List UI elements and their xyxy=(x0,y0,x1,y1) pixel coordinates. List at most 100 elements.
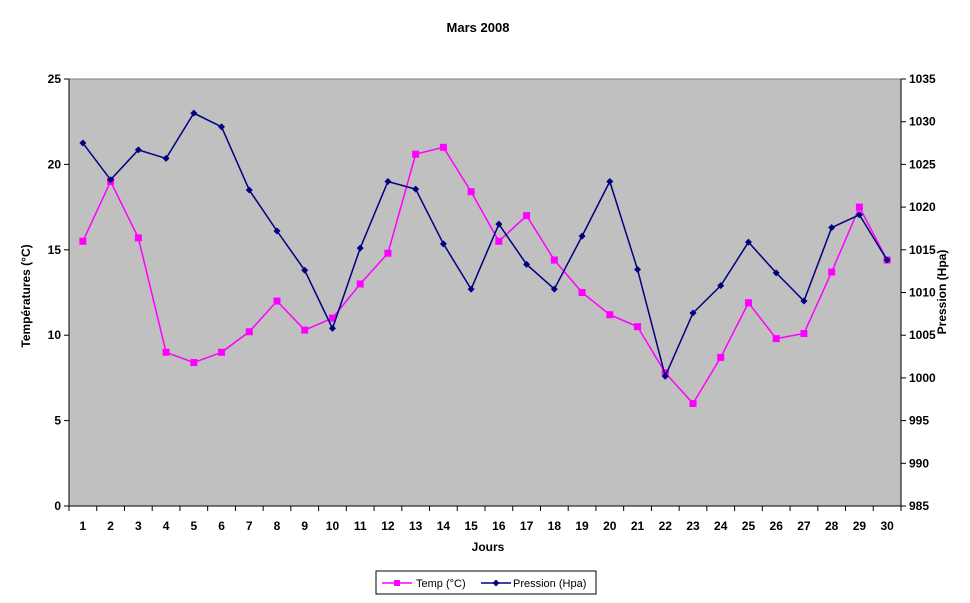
x-tick-label: 30 xyxy=(880,519,894,533)
pression-point xyxy=(689,309,697,317)
pression-point xyxy=(412,185,420,193)
x-tick-label: 20 xyxy=(603,519,617,533)
temp-point xyxy=(744,299,752,307)
x-tick-label: 13 xyxy=(409,519,423,533)
legend-pression-marker xyxy=(492,579,500,587)
x-tick-label: 4 xyxy=(163,519,170,533)
pression-point xyxy=(162,154,170,162)
pression-point xyxy=(273,227,281,235)
pression-point xyxy=(578,232,586,240)
temp-point xyxy=(855,203,863,211)
pression-point xyxy=(79,139,87,147)
pression-point xyxy=(717,282,725,290)
temp-point xyxy=(218,348,226,356)
x-tick-label: 12 xyxy=(381,519,395,533)
temp-point xyxy=(495,237,503,245)
temp-point xyxy=(328,314,336,322)
y-right-tick-label: 995 xyxy=(909,414,929,428)
x-tick-label: 8 xyxy=(274,519,281,533)
series-line-pression xyxy=(82,112,888,379)
pression-point xyxy=(606,177,614,185)
x-tick-label: 21 xyxy=(631,519,645,533)
pression-point xyxy=(772,269,780,277)
pression-point xyxy=(523,260,531,268)
pression-point xyxy=(883,256,891,264)
x-tick-label: 7 xyxy=(246,519,253,533)
plot-area xyxy=(68,78,902,507)
temp-point xyxy=(689,400,697,408)
pression-point xyxy=(550,285,558,293)
x-tick-label: 27 xyxy=(797,519,811,533)
temp-point xyxy=(134,234,142,242)
pression-point xyxy=(828,224,836,232)
x-tick-label: 19 xyxy=(575,519,589,533)
pression-point xyxy=(190,109,198,117)
x-tick-label: 6 xyxy=(218,519,225,533)
x-tick-label: 24 xyxy=(714,519,728,533)
pression-point xyxy=(467,285,475,293)
temp-point xyxy=(717,353,725,361)
y-right-tick-label: 985 xyxy=(909,499,929,513)
temp-point xyxy=(550,256,558,264)
pression-point xyxy=(495,220,503,228)
y-right-tick-label: 1000 xyxy=(909,371,936,385)
temp-point xyxy=(800,329,808,337)
y-right-tick-label: 1020 xyxy=(909,200,936,214)
temp-point xyxy=(578,289,586,296)
y-right-tick-label: 990 xyxy=(909,456,929,470)
x-tick-label: 5 xyxy=(190,519,197,533)
y-right-tick-label: 1005 xyxy=(909,328,936,342)
pression-point xyxy=(301,266,309,274)
pression-point xyxy=(107,176,115,184)
temp-point xyxy=(467,188,475,196)
temp-point xyxy=(828,268,836,276)
temp-point xyxy=(412,150,420,158)
y-left-tick-label: 15 xyxy=(48,243,62,257)
temp-point xyxy=(634,323,642,331)
temp-point xyxy=(79,237,87,245)
series-line-temp xyxy=(82,146,888,405)
pression-point xyxy=(328,324,336,332)
legend-temp-marker xyxy=(394,580,400,586)
temp-point xyxy=(772,335,780,343)
y-right-tick-label: 1030 xyxy=(909,115,936,129)
y-left-tick-label: 5 xyxy=(54,414,61,428)
pression-point xyxy=(134,146,142,154)
temp-point xyxy=(384,249,392,257)
temp-point xyxy=(301,326,309,334)
y-axis-left-label: Températures (°C) xyxy=(19,244,33,347)
temp-point xyxy=(356,280,364,288)
pression-point xyxy=(384,177,392,185)
x-tick-label: 11 xyxy=(354,519,367,533)
pression-point xyxy=(661,372,669,380)
pression-point xyxy=(245,186,253,194)
pression-point xyxy=(439,240,447,248)
y-left-tick-label: 0 xyxy=(54,499,61,513)
temp-point xyxy=(245,328,253,336)
legend-temp-label: Temp (°C) xyxy=(416,578,466,590)
pression-point xyxy=(634,265,642,273)
x-tick-label: 3 xyxy=(135,519,142,533)
temp-point xyxy=(190,359,198,367)
x-tick-label: 1 xyxy=(80,519,87,533)
y-right-tick-label: 1010 xyxy=(909,286,936,300)
x-tick-label: 10 xyxy=(326,519,340,533)
temp-point xyxy=(606,311,614,319)
y-right-tick-label: 1035 xyxy=(909,72,936,86)
x-tick-label: 17 xyxy=(520,519,534,533)
x-tick-label: 23 xyxy=(686,519,700,533)
y-left-tick-label: 10 xyxy=(48,328,62,342)
temp-point xyxy=(523,212,531,220)
y-left-tick-label: 20 xyxy=(48,157,62,171)
temp-point xyxy=(273,297,281,305)
x-tick-label: 18 xyxy=(548,519,562,533)
pression-point xyxy=(855,211,863,219)
y-right-tick-label: 1015 xyxy=(909,243,936,257)
x-axis-label: Jours xyxy=(472,540,505,554)
x-tick-label: 29 xyxy=(853,519,867,533)
pression-point xyxy=(800,297,808,305)
legend: Temp (°C) Pression (Hpa) xyxy=(375,570,597,595)
x-tick-label: 14 xyxy=(437,519,451,533)
x-tick-label: 16 xyxy=(492,519,506,533)
y-axis-right-label: Pression (Hpa) xyxy=(935,250,949,335)
